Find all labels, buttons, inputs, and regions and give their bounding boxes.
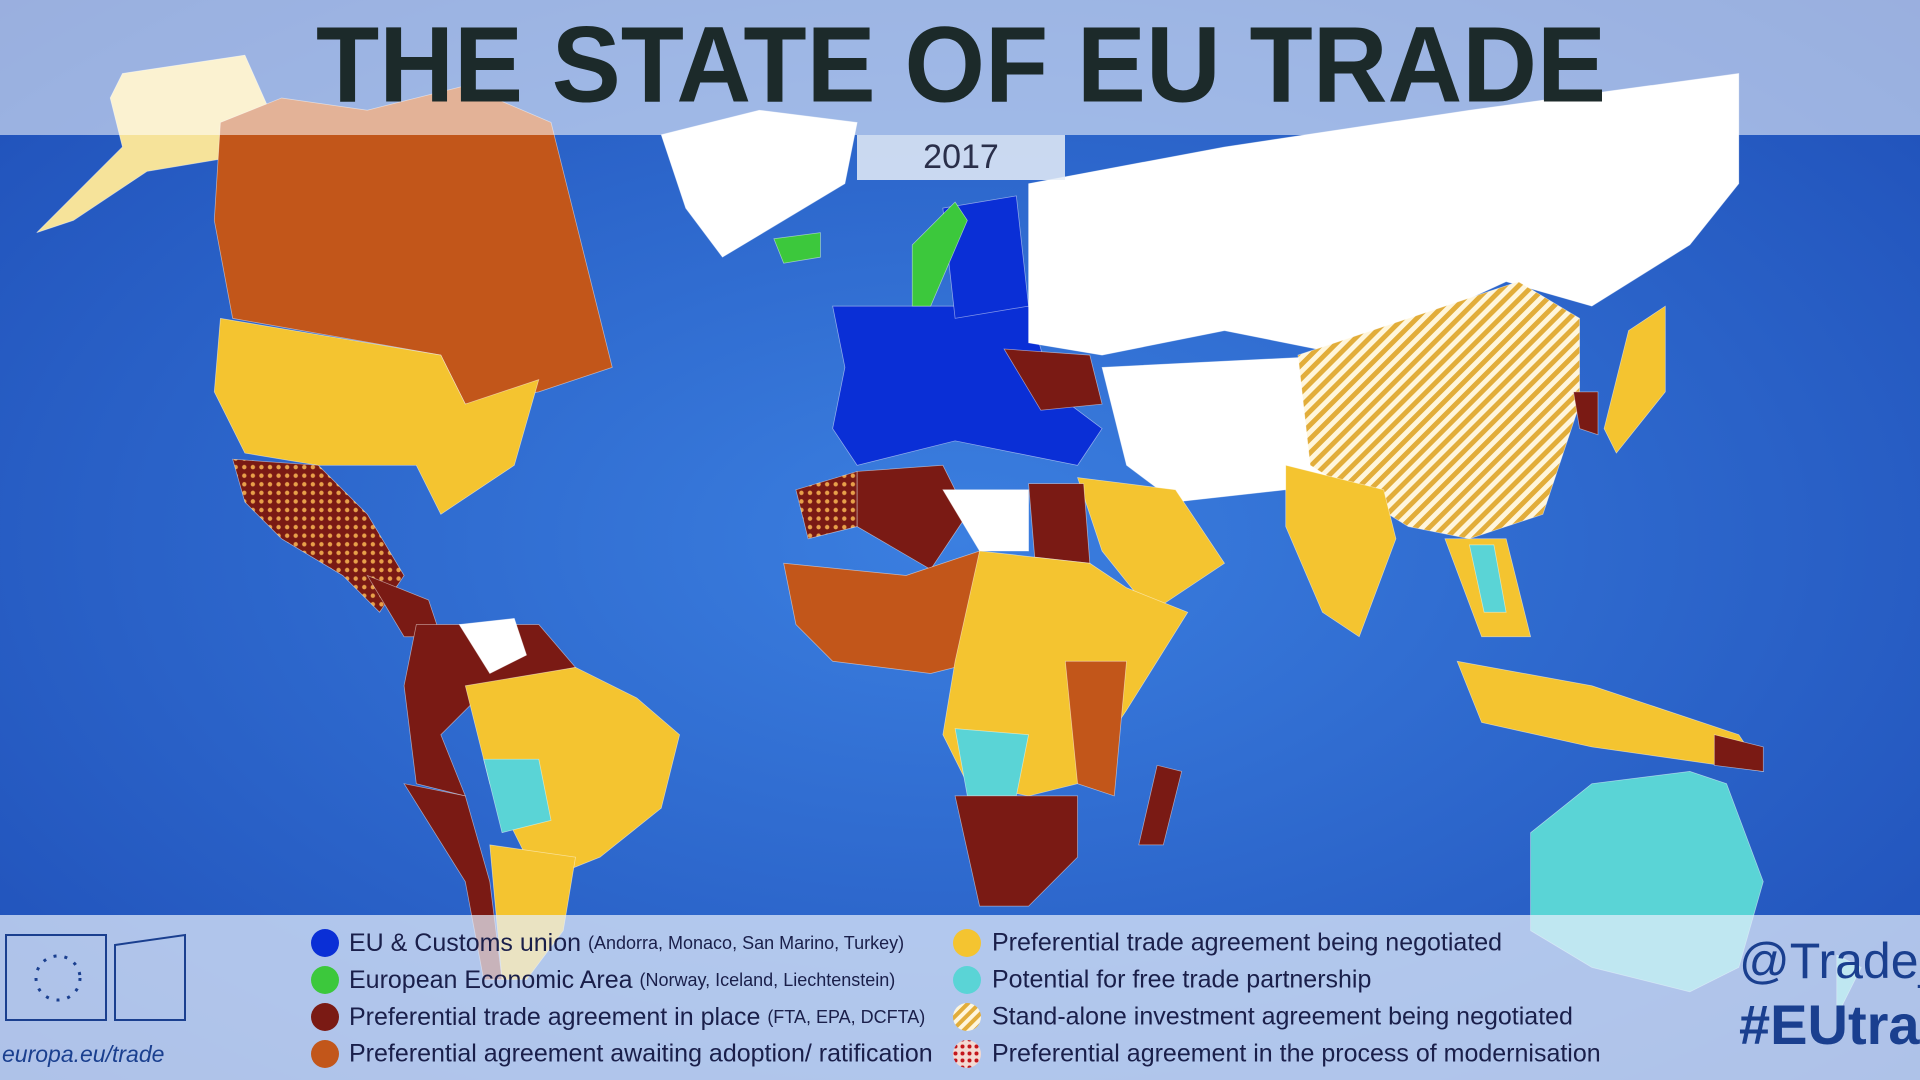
- country-region: [1077, 477, 1226, 613]
- country-region: [1285, 464, 1397, 638]
- country-region: [773, 232, 821, 264]
- legend-swatch: [311, 929, 339, 957]
- logo-frame: [5, 934, 107, 1021]
- country-region: [232, 458, 405, 613]
- country-region: [1064, 660, 1127, 797]
- legend-entry: Preferential trade agreement in place (F…: [349, 1003, 925, 1031]
- country-region: [1138, 764, 1183, 846]
- country-region: [1573, 391, 1599, 436]
- country-region: [832, 305, 1103, 466]
- country-region: [1713, 734, 1764, 772]
- country-region: [213, 317, 540, 515]
- legend-label: Preferential trade agreement in place: [349, 1003, 760, 1031]
- year: 2017: [923, 138, 999, 176]
- country-region: [458, 617, 527, 674]
- legend-note: (Norway, Iceland, Liechtenstein): [639, 970, 895, 990]
- legend-entry: Stand-alone investment agreement being n…: [992, 1003, 1573, 1031]
- legend-entry: EU & Customs union (Andorra, Monaco, San…: [349, 929, 904, 957]
- country-region: [1003, 348, 1103, 411]
- legend-swatch: [953, 929, 981, 957]
- country-region: [954, 728, 1030, 797]
- legend: EU & Customs union (Andorra, Monaco, San…: [311, 929, 1601, 1068]
- legend-swatch: [311, 1040, 339, 1068]
- country-region: [1028, 483, 1091, 564]
- legend-entry: Preferential agreement awaiting adoption…: [349, 1040, 933, 1068]
- legend-note: (Andorra, Monaco, San Marino, Turkey): [588, 933, 904, 953]
- country-region: [954, 795, 1078, 907]
- legend-entry: Preferential trade agreement being negot…: [992, 929, 1502, 957]
- eu-logo: [5, 933, 186, 1021]
- logo-stars: [34, 954, 82, 1002]
- legend-entry: Potential for free trade partnership: [992, 966, 1371, 994]
- legend-label: European Economic Area: [349, 966, 633, 994]
- footer-hashtag: #EUtrad: [1739, 993, 1920, 1056]
- year-plate: [857, 135, 1065, 180]
- title-band: [0, 0, 1920, 135]
- legend-note: (FTA, EPA, DCFTA): [767, 1007, 925, 1027]
- country-region: [483, 758, 552, 834]
- legend-swatch: [953, 1003, 981, 1031]
- legend-label: EU & Customs union: [349, 929, 581, 957]
- country-region: [403, 624, 577, 797]
- country-region: [942, 489, 1029, 552]
- legend-entry: European Economic Area (Norway, Iceland,…: [349, 966, 895, 994]
- legend-swatch: [953, 1040, 981, 1068]
- footer-handle: @Trade_: [1739, 933, 1920, 989]
- legend-swatch: [311, 1003, 339, 1031]
- world-map: [36, 54, 1862, 1017]
- country-region: [911, 201, 968, 307]
- country-region: [1603, 305, 1666, 454]
- title: THE STATE OF EU TRADE: [316, 4, 1606, 125]
- legend-entry: Preferential agreement in the process of…: [992, 1040, 1601, 1068]
- logo-building: [114, 933, 186, 1021]
- footer-url: europa.eu/trade: [2, 1041, 164, 1067]
- country-region: [856, 464, 968, 570]
- legend-swatch: [311, 966, 339, 994]
- legend-swatch: [953, 966, 981, 994]
- country-region: [1468, 544, 1507, 613]
